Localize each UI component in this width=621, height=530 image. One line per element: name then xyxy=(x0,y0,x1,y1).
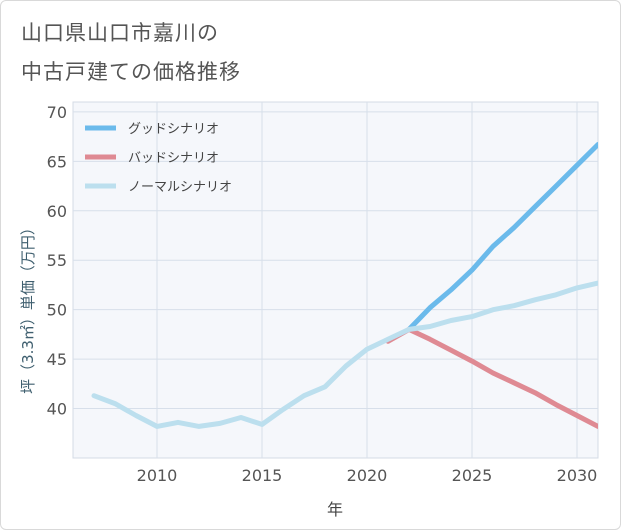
x-tick-label: 2010 xyxy=(137,466,178,485)
y-axis-label: 坪（3.3㎡）単価（万円） xyxy=(19,220,37,394)
x-tick-label: 2030 xyxy=(557,466,598,485)
series-line-bad xyxy=(385,326,598,429)
legend-label: ノーマルシナリオ xyxy=(128,180,232,195)
x-tick-label: 2020 xyxy=(347,466,388,485)
y-tick-label: 60 xyxy=(47,202,67,221)
chart-title-line1: 山口県山口市嘉川の xyxy=(21,21,219,45)
x-tick-label: 2015 xyxy=(242,466,283,485)
x-tick-labels: 2010 2015 2020 2025 2030 xyxy=(137,466,598,485)
grid-lines xyxy=(73,102,598,458)
x-axis-label: 年 xyxy=(327,500,343,519)
legend-label: グッドシナリオ xyxy=(128,122,219,137)
chart-title-line2: 中古戸建ての価格推移 xyxy=(21,60,241,84)
y-tick-label: 55 xyxy=(47,251,67,270)
y-tick-label: 65 xyxy=(47,152,67,171)
y-tick-labels: 40 45 50 55 60 65 70 xyxy=(47,103,67,419)
legend-label: バッドシナリオ xyxy=(128,151,219,166)
y-tick-label: 45 xyxy=(47,350,67,369)
series-layer xyxy=(91,142,598,429)
series-line-normal xyxy=(91,280,598,429)
y-tick-label: 70 xyxy=(47,103,67,122)
y-tick-label: 50 xyxy=(47,301,67,320)
series-line-good xyxy=(406,142,598,332)
y-tick-label: 40 xyxy=(47,400,67,419)
x-tick-label: 2025 xyxy=(452,466,493,485)
